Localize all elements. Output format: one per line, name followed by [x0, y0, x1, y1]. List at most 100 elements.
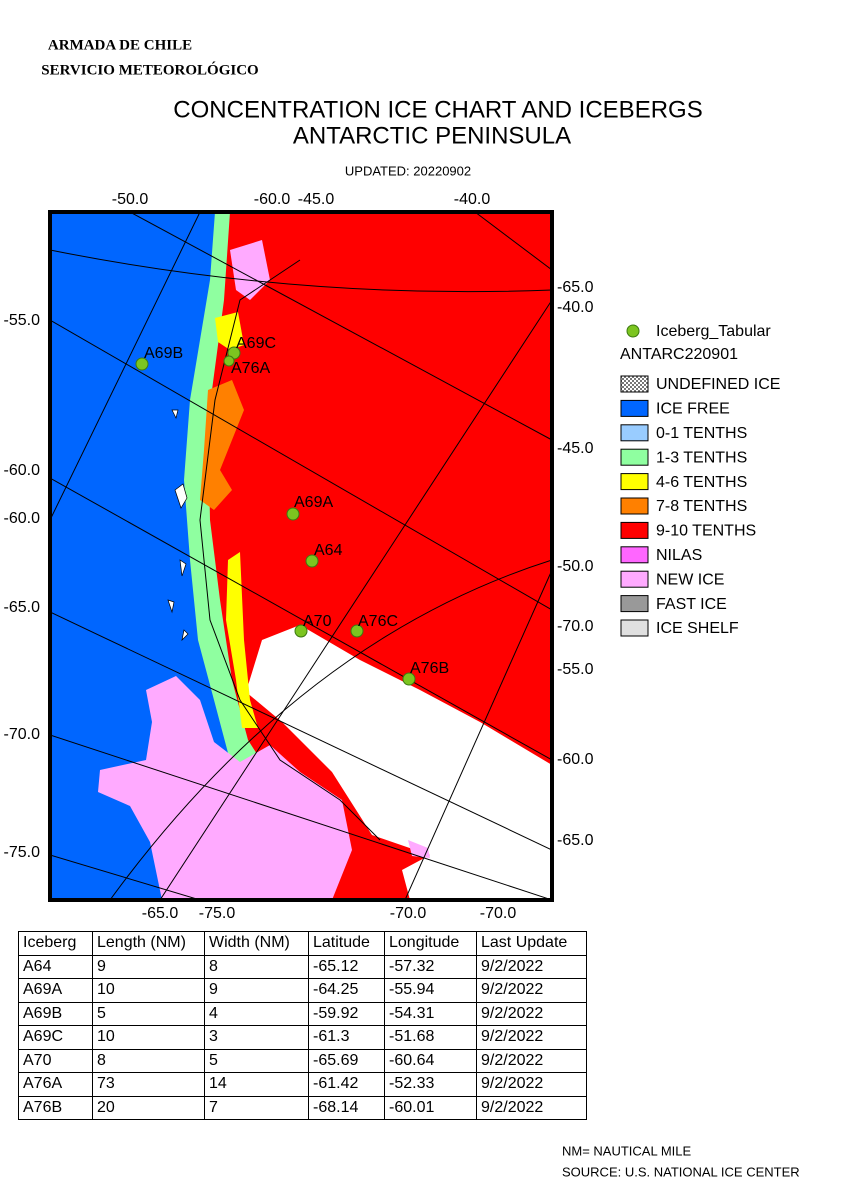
table-cell: 73: [92, 1072, 205, 1097]
left-label: -55.0: [4, 312, 41, 329]
chart-id: ANTARC220901: [620, 346, 738, 363]
table-cell: -51.68: [384, 1025, 477, 1050]
bottom-label: -75.0: [199, 905, 236, 922]
map: [50, 212, 552, 900]
legend-symbol-label: Iceberg_Tabular: [656, 323, 771, 340]
legend-swatch: [620, 448, 649, 466]
table-cell: -61.42: [308, 1072, 385, 1097]
table-cell: 10: [92, 978, 205, 1003]
map-frame: [48, 210, 554, 902]
legend-label: 9-10 TENTHS: [656, 523, 756, 540]
legend-swatch: [620, 546, 649, 564]
table-cell: 5: [204, 1048, 309, 1073]
table-cell: -59.92: [308, 1001, 385, 1026]
iceberg-label: A76C: [358, 613, 398, 630]
legend-label: 7-8 TENTHS: [656, 498, 747, 515]
right-label: -55.0: [557, 661, 594, 678]
table-cell: -65.12: [308, 954, 385, 979]
table-cell: 10: [92, 1025, 205, 1050]
table-cell: A69B: [18, 1001, 93, 1026]
left-label: -70.0: [4, 726, 41, 743]
legend-symbol: [626, 324, 640, 338]
service: SERVICIO METEOROLÓGICO: [41, 61, 258, 78]
top-label: -40.0: [454, 191, 491, 208]
table-cell: -60.01: [384, 1095, 477, 1120]
title: ANTARCTIC PENINSULA: [293, 122, 571, 149]
table-cell: 20: [92, 1095, 205, 1120]
table-cell: 9/2/2022: [476, 1048, 587, 1073]
table-cell: -54.31: [384, 1001, 477, 1026]
table-cell: A69C: [18, 1025, 93, 1050]
iceberg-label: A76B: [410, 660, 449, 677]
iceberg-label: A64: [314, 542, 343, 559]
right-label: -70.0: [557, 618, 594, 635]
right-label: -60.0: [557, 751, 594, 768]
legend-swatch: [620, 375, 649, 393]
legend-swatch: [620, 570, 649, 588]
legend-swatch: [620, 521, 649, 539]
table-cell: Length (NM): [92, 931, 205, 956]
table-cell: 5: [92, 1001, 205, 1026]
legend-swatch: [620, 473, 649, 491]
title: CONCENTRATION ICE CHART AND ICEBERGS: [173, 96, 702, 123]
legend-label: UNDEFINED ICE: [656, 376, 780, 393]
table-cell: Iceberg: [18, 931, 93, 956]
org: ARMADA DE CHILE: [48, 37, 192, 53]
table-row: A69C 10 3 -61.3 -51.68 9/2/2022: [18, 1025, 587, 1050]
table-row: A69B 5 4 -59.92 -54.31 9/2/2022: [18, 1001, 587, 1026]
iceberg-label: A69C: [236, 335, 276, 352]
source: SOURCE: U.S. NATIONAL ICE CENTER: [562, 1164, 800, 1179]
left-label: -65.0: [4, 599, 41, 616]
right-label: -65.0: [557, 832, 594, 849]
bottom-label: -70.0: [390, 905, 427, 922]
iceberg-label: A69B: [144, 345, 183, 362]
table-cell: -65.69: [308, 1048, 385, 1073]
table-cell: 9/2/2022: [476, 1072, 587, 1097]
note: NM= NAUTICAL MILE: [562, 1143, 692, 1158]
table-row: Iceberg Length (NM) Width (NM) Latitude Long…: [18, 931, 587, 956]
table-row: A76B 20 7 -68.14 -60.01 9/2/2022: [18, 1095, 587, 1120]
bottom-label: -65.0: [142, 905, 179, 922]
table-cell: -61.3: [308, 1025, 385, 1050]
table-cell: 8: [204, 954, 309, 979]
updated: UPDATED: 20220902: [345, 163, 471, 178]
table-cell: 9/2/2022: [476, 978, 587, 1003]
table-cell: 9: [92, 954, 205, 979]
iceberg-label: A69A: [294, 494, 333, 511]
table-cell: 9/2/2022: [476, 1095, 587, 1120]
top-label: -50.0: [112, 191, 149, 208]
table-row: A76A 73 14 -61.42 -52.33 9/2/2022: [18, 1072, 587, 1097]
legend-label: ICE SHELF: [656, 620, 739, 637]
legend-label: NEW ICE: [656, 571, 724, 588]
table-cell: 7: [204, 1095, 309, 1120]
legend-swatch: [620, 399, 649, 417]
left-label: -75.0: [4, 844, 41, 861]
legend-label: FAST ICE: [656, 596, 727, 613]
right-label: -50.0: [557, 558, 594, 575]
right-label: -45.0: [557, 440, 594, 457]
table-cell: A70: [18, 1048, 93, 1073]
table-cell: A76B: [18, 1095, 93, 1120]
table-cell: A64: [18, 954, 93, 979]
table-cell: -55.94: [384, 978, 477, 1003]
legend-swatch: [620, 595, 649, 613]
legend-label: NILAS: [656, 547, 702, 564]
left-label: -60.0: [4, 462, 41, 479]
legend: UNDEFINED ICE ICE FREE 0-1 TENTHS 1-3 TENTH…: [620, 375, 780, 637]
table-cell: 14: [204, 1072, 309, 1097]
table-cell: -68.14: [308, 1095, 385, 1120]
bottom-label: -70.0: [480, 905, 517, 922]
legend-swatch: [620, 424, 649, 442]
table-cell: Latitude: [308, 931, 385, 956]
table-cell: 8: [92, 1048, 205, 1073]
table-cell: 3: [204, 1025, 309, 1050]
top-label: -45.0: [298, 191, 335, 208]
legend-swatch: [620, 619, 649, 637]
table-cell: Last Update: [476, 931, 587, 956]
legend-label: 1-3 TENTHS: [656, 449, 747, 466]
table-cell: 9/2/2022: [476, 954, 587, 979]
legend-swatch: [620, 497, 649, 515]
table-row: A70 8 5 -65.69 -60.64 9/2/2022: [18, 1048, 587, 1073]
table-cell: Width (NM): [204, 931, 309, 956]
